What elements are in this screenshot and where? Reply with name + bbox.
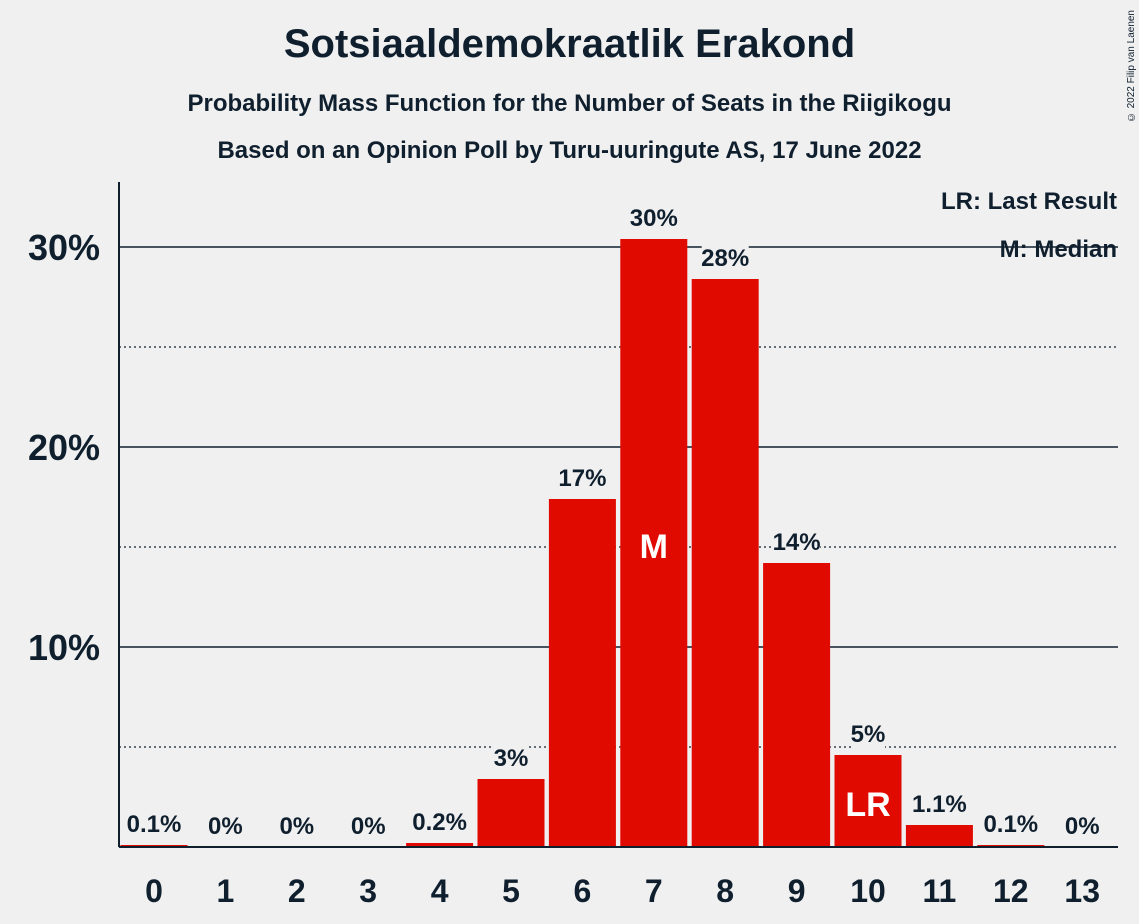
x-tick-label: 3 (359, 873, 377, 909)
bar (691, 279, 759, 847)
legend: LR: Last Result M: Median (941, 188, 1117, 263)
data-label: 30% (630, 205, 678, 232)
data-label-bg (494, 742, 528, 772)
data-label-bg (980, 808, 1041, 838)
grid-lines (119, 246, 1118, 748)
bar (548, 499, 616, 847)
data-label: 28% (701, 245, 749, 272)
bars (120, 239, 1045, 847)
x-tick-label: 12 (993, 873, 1029, 909)
x-tick-label: 11 (922, 873, 956, 909)
axes: 10%20%30%0 1 2 3 4 5 6 7 8 9 10 11 12 13 (28, 182, 1118, 909)
y-tick-label: 20% (28, 427, 100, 468)
data-label-bg (701, 242, 749, 272)
data-label: 1.1% (912, 791, 967, 818)
chart-subtitle: Probability Mass Function for the Number… (187, 90, 952, 117)
data-label: 0% (208, 813, 243, 840)
x-tick-label: 2 (288, 873, 306, 909)
data-label: 0% (279, 813, 314, 840)
x-tick-label: 7 (645, 873, 663, 909)
data-label: 0.1% (127, 811, 182, 838)
chart-title: Sotsiaaldemokraatlik Erakond (283, 22, 856, 66)
data-label: 0% (1065, 813, 1100, 840)
bar (406, 843, 474, 847)
data-label: 17% (558, 465, 606, 492)
bar (834, 755, 902, 847)
x-tick-label: 0 (145, 873, 163, 909)
data-label-bg (208, 810, 243, 840)
x-tick-label: 10 (850, 873, 886, 909)
y-tick-label: 10% (28, 627, 100, 668)
median-marker: M (640, 528, 668, 566)
legend-median: M: Median (1000, 236, 1117, 263)
data-label-bg (279, 810, 314, 840)
x-tick-label: 8 (716, 873, 734, 909)
data-label-bg (351, 810, 386, 840)
x-tick-label: 1 (217, 873, 235, 909)
x-tick-label: 5 (502, 873, 520, 909)
data-label: 0.1% (983, 811, 1038, 838)
data-label-bg (909, 788, 970, 818)
x-tick-label: 13 (1064, 873, 1100, 909)
bar (905, 825, 973, 847)
x-tick-label: 6 (574, 873, 592, 909)
data-label: 5% (851, 721, 886, 748)
data-label: 0.2% (412, 809, 467, 836)
data-labels: 0.1% 0% 0% 0% 0.2% 3% 17% 30% 28% 14% 5% 1.1% 0.1% 0%… (124, 202, 1100, 840)
x-tick-label: 4 (431, 873, 449, 909)
legend-last-result: LR: Last Result (941, 188, 1117, 215)
data-label: 14% (773, 529, 821, 556)
data-label-bg (630, 202, 678, 232)
bar (620, 239, 688, 847)
data-label-bg (409, 806, 470, 836)
data-label-bg (773, 526, 821, 556)
chart-source: Based on an Opinion Poll by Turu-uuringu… (217, 137, 922, 164)
data-label-bg (851, 718, 885, 748)
data-label: 3% (494, 745, 529, 772)
y-tick-label: 30% (28, 227, 100, 268)
data-label-bg (1065, 810, 1100, 840)
data-label-bg (558, 462, 606, 492)
last-result-marker: LR (845, 786, 890, 824)
data-label-bg (124, 808, 184, 838)
bar (763, 563, 831, 847)
data-label: 0% (351, 813, 386, 840)
x-tick-label: 9 (788, 873, 806, 909)
bar (477, 779, 545, 847)
